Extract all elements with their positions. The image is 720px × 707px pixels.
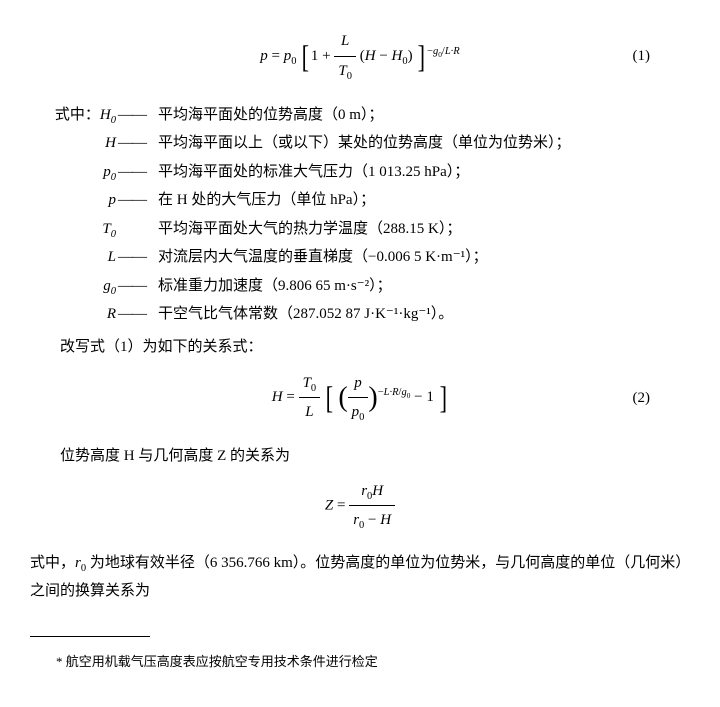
para-rewrite: 改写式（1）为如下的关系式：: [30, 333, 690, 362]
def-desc: 平均海平面处大气的热力学温度（288.15 K）；: [158, 215, 690, 244]
def-dash: ——: [118, 158, 158, 187]
def-sym: p0: [78, 158, 118, 187]
eq1-number: (1): [633, 42, 651, 71]
equation-2: H = T0L [ (pp0)−L·R/g0 − 1 ] (2): [30, 367, 690, 428]
def-desc: 对流层内大气温度的垂直梯度（−0.006 5 K·m⁻¹）；: [158, 243, 690, 272]
def-dash: ——: [118, 186, 158, 215]
def-row: p0 —— 平均海平面处的标准大气压力（1 013.25 hPa）；: [78, 158, 690, 187]
def-row: 式中：H0 —— 平均海平面处的位势高度（0 m）；: [30, 101, 690, 130]
def-row: g0 —— 标准重力加速度（9.806 65 m·s⁻²）；: [78, 272, 690, 301]
definitions-block: 式中：H0 —— 平均海平面处的位势高度（0 m）； H —— 平均海平面以上（…: [30, 101, 690, 329]
def-desc: 平均海平面处的位势高度（0 m）；: [158, 101, 690, 130]
para-r0: 式中，r0 为地球有效半径（6 356.766 km）。位势高度的单位为位势米，…: [30, 549, 690, 606]
def-desc: 平均海平面以上（或以下）某处的位势高度（单位为位势米）；: [158, 129, 690, 158]
def-row: L —— 对流层内大气温度的垂直梯度（−0.006 5 K·m⁻¹）；: [78, 243, 690, 272]
equation-1: p = p0 [1 + LT0 (H − H0) ]−g0/L·R (1): [30, 26, 690, 87]
def-sym: L: [78, 243, 118, 272]
def-desc: 标准重力加速度（9.806 65 m·s⁻²）；: [158, 272, 690, 301]
def-dash: ——: [118, 129, 158, 158]
def-row: p —— 在 H 处的大气压力（单位 hPa）；: [78, 186, 690, 215]
def-sym: H: [78, 129, 118, 158]
para-relation: 位势高度 H 与几何高度 Z 的关系为: [30, 442, 690, 471]
def-desc: 在 H 处的大气压力（单位 hPa）；: [158, 186, 690, 215]
def-sym: p: [78, 186, 118, 215]
def-row: R —— 干空气比气体常数（287.052 87 J·K⁻¹·kg⁻¹）。: [78, 300, 690, 329]
eq2-number: (2): [633, 383, 651, 412]
def-dash: ——: [118, 243, 158, 272]
def-dash: ——: [118, 300, 158, 329]
defs-intro: 式中：H0: [30, 101, 118, 130]
def-dash: ——: [118, 101, 158, 130]
def-sym: R: [78, 300, 118, 329]
footnote-rule: [30, 636, 150, 637]
def-dash: ——: [118, 272, 158, 301]
def-row: H —— 平均海平面以上（或以下）某处的位势高度（单位为位势米）；: [78, 129, 690, 158]
footnote: * 航空用机载气压高度表应按航空专用技术条件进行检定: [30, 650, 690, 675]
def-row: T0 平均海平面处大气的热力学温度（288.15 K）；: [78, 215, 690, 244]
equation-z: Z = r0H r0 − H: [30, 477, 690, 535]
def-sym: T0: [78, 215, 118, 244]
def-desc: 平均海平面处的标准大气压力（1 013.25 hPa）；: [158, 158, 690, 187]
def-desc: 干空气比气体常数（287.052 87 J·K⁻¹·kg⁻¹）。: [158, 300, 690, 329]
def-sym: g0: [78, 272, 118, 301]
